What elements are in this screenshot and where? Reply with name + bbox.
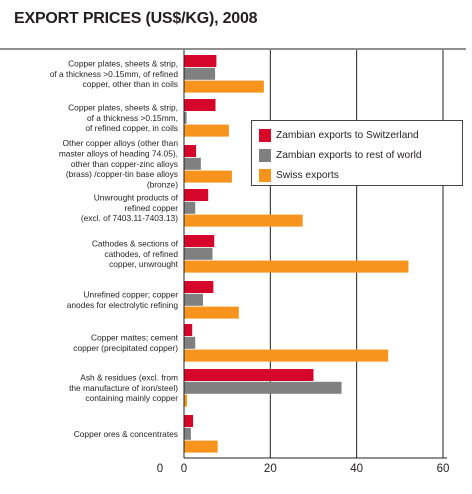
- category-label-line: Copper ores & concentrates: [74, 429, 178, 439]
- category-label: Ash & residues (excl. from the manufactur…: [69, 372, 178, 403]
- chart-legend: Zambian exports to Switzerland Zambian e…: [251, 120, 463, 186]
- bar-1-3: [184, 145, 197, 157]
- bar-2-7: [184, 336, 196, 349]
- category-label-line: of refined copper, in coils: [85, 123, 178, 133]
- category-label-line: Copper plates, sheets & strip,: [68, 58, 178, 68]
- category-label: Copper plates, sheets & strip, of a thick…: [50, 58, 179, 89]
- category-label-line: other than copper-zinc alloys: [71, 159, 178, 169]
- category-label: Copper ores & concentrates: [74, 429, 178, 439]
- legend-label: Zambian exports to Switzerland: [276, 129, 419, 141]
- category-label-line: Unwrought products of: [94, 192, 179, 202]
- category-label-line: Other copper alloys (other than: [63, 138, 179, 148]
- legend-item-swiss: Swiss exports: [259, 168, 339, 182]
- bar-3-8: [184, 394, 188, 407]
- bar-1-8: [184, 369, 314, 381]
- category-label-line: Unrefined copper; copper: [83, 290, 178, 300]
- bar-3-9: [184, 440, 218, 453]
- category-label-line: anodes for electrolytic refining: [67, 300, 179, 310]
- bar-2-4: [184, 201, 196, 214]
- bar-3-4: [184, 214, 303, 227]
- legend-item-zambia-switzerland: Zambian exports to Switzerland: [259, 128, 419, 142]
- category-label: Copper mattes; cement copper (precipitate…: [73, 333, 178, 353]
- category-label-line: refined copper: [124, 203, 178, 213]
- bar-3-1: [184, 80, 264, 93]
- x-tick-label: 0: [181, 463, 187, 475]
- bar-1-1: [184, 55, 217, 67]
- category-label-line: (bronze): [147, 180, 178, 190]
- category-label-line: Copper mattes; cement: [91, 333, 179, 343]
- bar-1-2: [184, 99, 216, 111]
- category-label: Cathodes & sections of cathodes, of refin…: [92, 238, 179, 269]
- legend-swatch: [259, 128, 271, 142]
- category-label-line: copper, other than in coils: [83, 79, 178, 89]
- bar-3-2: [184, 124, 229, 137]
- bar-1-6: [184, 281, 214, 293]
- bar-3-7: [184, 349, 389, 362]
- x-tick-label-extra: 0: [157, 463, 163, 475]
- bar-1-9: [184, 415, 194, 427]
- legend-swatch: [259, 148, 271, 162]
- legend-swatch: [259, 168, 271, 182]
- legend-item-zambia-rest: Zambian exports to rest of world: [259, 148, 422, 162]
- category-label: Other copper alloys (other than master al…: [59, 138, 179, 190]
- bar-2-2: [184, 111, 187, 124]
- bar-1-5: [184, 235, 215, 247]
- bar-1-7: [184, 324, 193, 336]
- category-label-line: Ash & residues (excl. from: [80, 372, 178, 382]
- bar-2-9: [184, 427, 191, 440]
- category-label-line: of a thickness >0.15mm,: [87, 113, 178, 123]
- category-label-line: the manufacture of iron/steel): [69, 383, 178, 393]
- category-label-line: Copper plates, sheets & strip,: [68, 102, 178, 112]
- category-label-line: cathodes, of refined: [104, 249, 178, 259]
- x-tick-label: 60: [437, 463, 450, 475]
- category-label-line: master alloys of heading 74.05),: [59, 148, 178, 158]
- chart-title: EXPORT PRICES (US$/KG), 2008: [14, 10, 258, 27]
- bar-1-4: [184, 189, 209, 201]
- bar-3-5: [184, 260, 409, 273]
- category-label: Copper plates, sheets & strip, of a thick…: [68, 102, 178, 133]
- category-label-line: of a thickness >0.15mm, of refined: [50, 69, 179, 79]
- bar-2-3: [184, 157, 201, 170]
- x-tick-label: 40: [350, 463, 363, 475]
- category-label-line: (brass) /copper-tin base alloys: [66, 169, 178, 179]
- legend-label: Swiss exports: [276, 169, 339, 181]
- category-label-line: copper (precipitated copper): [73, 343, 178, 353]
- category-label-line: (excl. of 7403.11-7403.13): [81, 213, 178, 223]
- bar-3-6: [184, 306, 239, 319]
- x-tick-label: 20: [264, 463, 277, 475]
- bar-2-1: [184, 67, 216, 80]
- bar-2-8: [184, 381, 342, 394]
- category-label: Unwrought products of refined copper (excl…: [81, 192, 179, 223]
- legend-label: Zambian exports to rest of world: [276, 149, 422, 161]
- bar-2-5: [184, 247, 213, 260]
- category-label-line: copper, unwrought: [109, 259, 179, 269]
- category-label-line: containing mainly copper: [85, 393, 178, 403]
- bar-3-3: [184, 170, 232, 183]
- category-label-line: Cathodes & sections of: [92, 238, 179, 248]
- category-label: Unrefined copper; copper anodes for elect…: [67, 290, 179, 310]
- bar-2-6: [184, 293, 203, 306]
